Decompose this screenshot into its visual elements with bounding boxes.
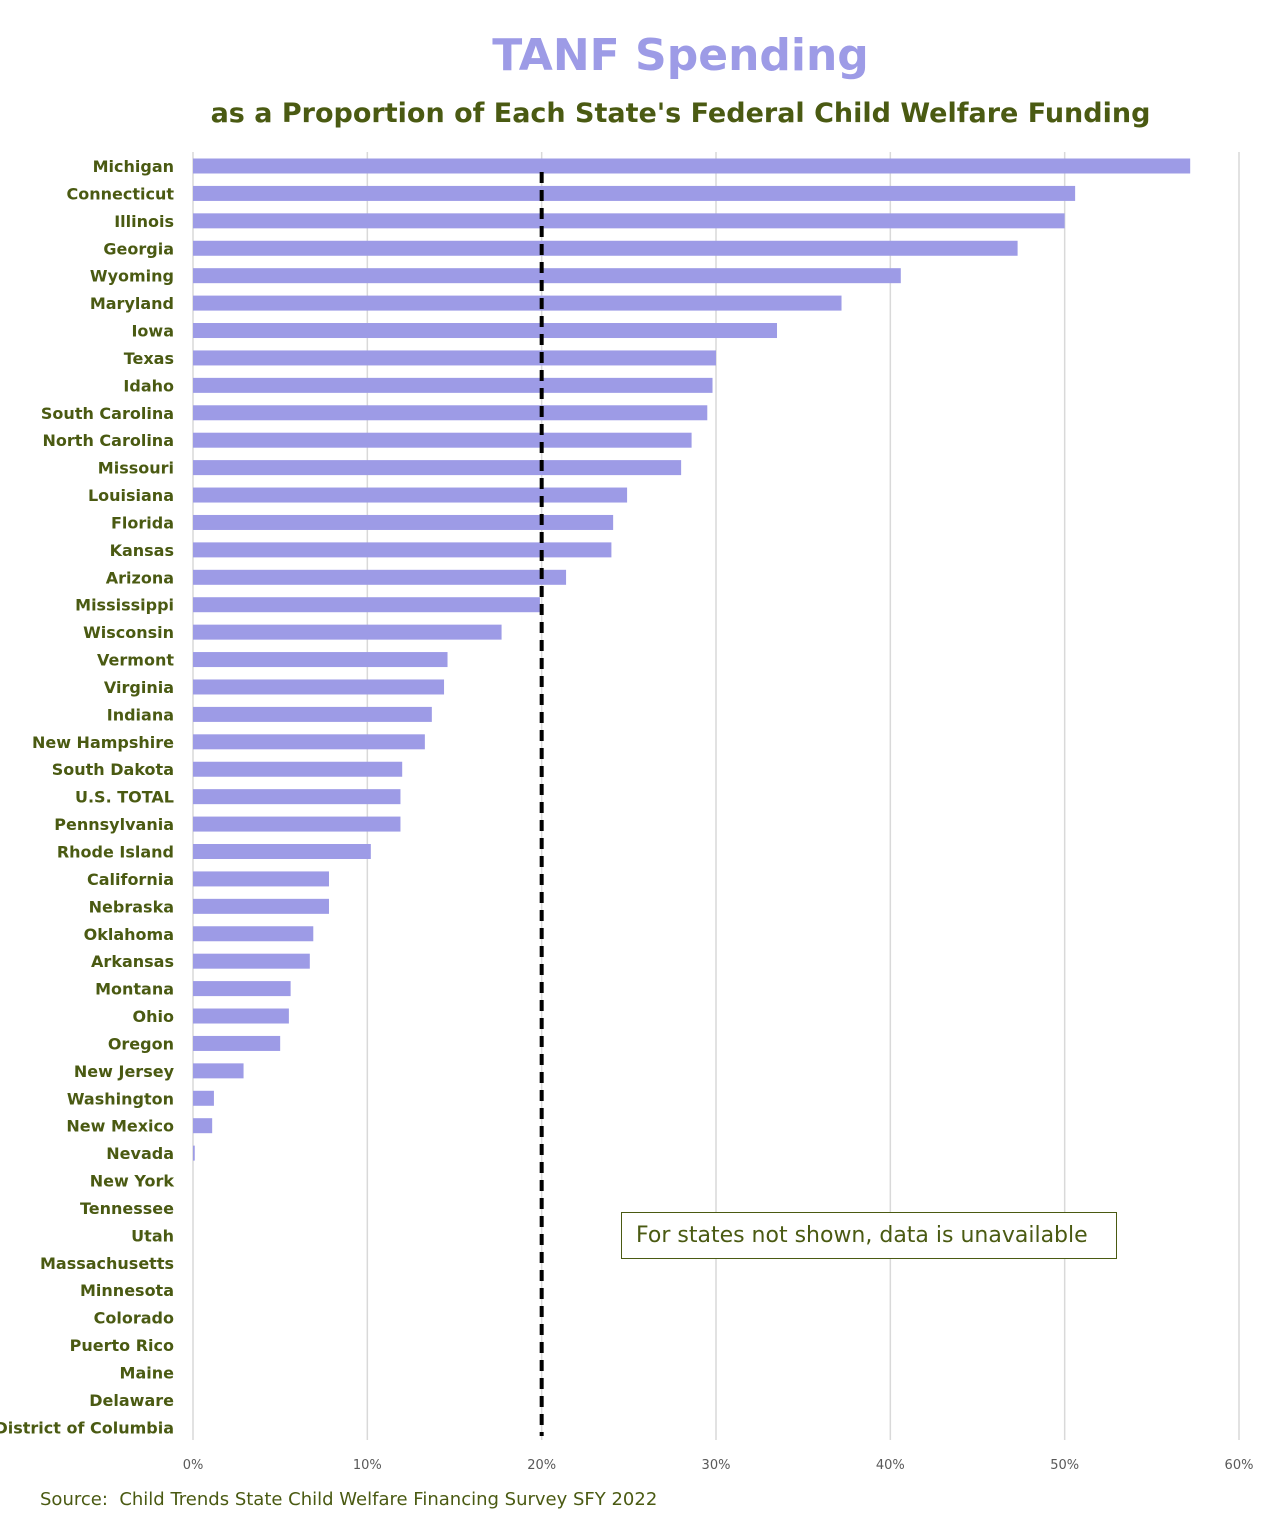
category-label: Missouri: [98, 459, 174, 478]
bar: [193, 350, 716, 366]
bar: [193, 1008, 289, 1024]
category-label: District of Columbia: [0, 1418, 174, 1437]
category-label: North Carolina: [43, 431, 174, 450]
category-label: Virginia: [104, 678, 174, 697]
bar: [193, 679, 445, 695]
bar: [193, 953, 310, 969]
category-label: Georgia: [103, 239, 174, 258]
category-label: Massachusetts: [40, 1254, 174, 1273]
x-tick-label: 20%: [527, 1458, 556, 1473]
category-label: Nevada: [106, 1144, 174, 1163]
bar: [193, 981, 291, 997]
bar: [193, 734, 425, 750]
bar: [193, 295, 842, 311]
category-label: Kansas: [110, 541, 174, 560]
bar: [193, 542, 612, 558]
category-label: Oklahoma: [84, 925, 174, 944]
bar: [193, 432, 692, 448]
category-label: Idaho: [123, 376, 174, 395]
bar: [193, 789, 401, 805]
x-tick-label: 0%: [183, 1458, 204, 1473]
bar: [193, 898, 329, 914]
category-label: Delaware: [89, 1391, 174, 1410]
category-label: Colorado: [94, 1309, 174, 1328]
category-label: Michigan: [93, 157, 174, 176]
bar: [193, 213, 1065, 229]
bar: [193, 816, 401, 832]
bar: [193, 240, 1018, 256]
bar: [193, 158, 1191, 174]
bar: [193, 405, 708, 421]
bar: [193, 487, 628, 503]
bar: [193, 871, 329, 887]
category-label: Montana: [95, 980, 174, 999]
bar: [193, 706, 432, 722]
bar: [193, 1090, 214, 1106]
category-label: Maryland: [90, 294, 174, 313]
chart-subtitle: as a Proportion of Each State's Federal …: [210, 98, 1151, 129]
chart-title: TANF Spending: [492, 30, 869, 81]
category-label: South Carolina: [41, 404, 174, 423]
bar: [193, 597, 540, 613]
category-label: New Hampshire: [32, 733, 174, 752]
category-label: Utah: [131, 1226, 174, 1245]
x-tick-label: 10%: [353, 1458, 382, 1473]
bar: [193, 844, 371, 859]
category-label: Iowa: [131, 322, 174, 341]
bar: [193, 1145, 195, 1161]
bar: [193, 624, 502, 640]
x-tick-label: 30%: [702, 1458, 731, 1473]
unavailable-data-note: For states not shown, data is unavailabl…: [621, 1212, 1117, 1259]
x-axis-ticks: 0% 10% 20% 30% 40% 50% 60%: [183, 1458, 1254, 1473]
category-label: New Mexico: [66, 1117, 174, 1136]
category-label: Florida: [111, 513, 174, 532]
category-label: Minnesota: [80, 1281, 174, 1300]
category-labels: Michigan Connecticut Illinois Georgia Wyomin…: [0, 157, 175, 1437]
bar: [193, 569, 567, 585]
bars: [193, 158, 1191, 1161]
category-label: Washington: [67, 1089, 174, 1108]
category-label: Wyoming: [90, 267, 174, 286]
bar: [193, 926, 314, 942]
category-label: Tennessee: [80, 1199, 174, 1218]
category-label: Puerto Rico: [70, 1336, 174, 1355]
category-label: Oregon: [108, 1034, 174, 1053]
bar: [193, 323, 778, 339]
x-tick-label: 50%: [1050, 1458, 1079, 1473]
category-label: Illinois: [114, 212, 174, 231]
category-label: Indiana: [107, 705, 174, 724]
category-label: Ohio: [133, 1007, 174, 1026]
category-label: Pennsylvania: [54, 815, 174, 834]
bar: [193, 460, 682, 476]
category-label: U.S. TOTAL: [75, 788, 174, 807]
category-label: New Jersey: [74, 1062, 175, 1081]
category-label: New York: [90, 1172, 175, 1191]
x-tick-label: 40%: [876, 1458, 905, 1473]
category-label: Vermont: [97, 651, 174, 670]
bar: [193, 761, 403, 777]
category-label: California: [87, 870, 174, 889]
category-label: Arizona: [106, 568, 174, 587]
bar: [193, 185, 1076, 201]
category-label: Texas: [124, 349, 174, 368]
bar: [193, 268, 901, 284]
bar: [193, 514, 614, 530]
category-label: Maine: [120, 1363, 175, 1382]
category-label: Mississippi: [75, 596, 174, 615]
category-label: Connecticut: [66, 184, 174, 203]
category-label: Wisconsin: [83, 623, 174, 642]
source-text: Source: Child Trends State Child Welfare…: [40, 1489, 658, 1510]
bar: [193, 377, 713, 393]
category-label: Louisiana: [88, 486, 174, 505]
category-label: Nebraska: [89, 897, 174, 916]
category-label: Rhode Island: [57, 843, 174, 862]
x-tick-label: 60%: [1225, 1458, 1254, 1473]
bar: [193, 652, 448, 668]
bar: [193, 1035, 281, 1051]
bar: [193, 1063, 244, 1079]
category-label: Arkansas: [91, 952, 174, 971]
bar: [193, 1118, 213, 1134]
category-label: South Dakota: [52, 760, 174, 779]
